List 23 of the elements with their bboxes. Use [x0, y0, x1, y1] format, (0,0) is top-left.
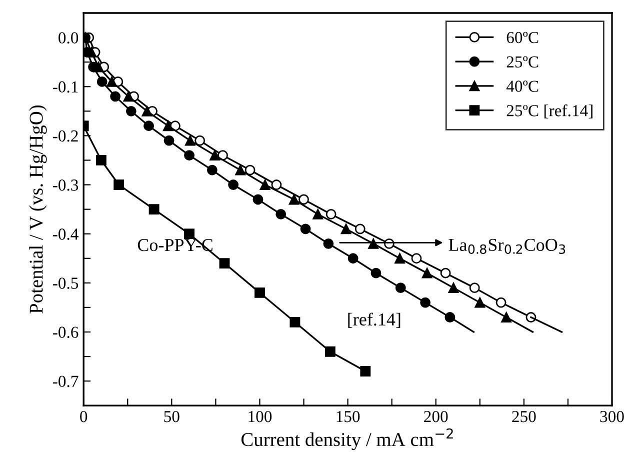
legend-label: 25ºC — [506, 56, 538, 68]
y-tick-label: -0.5 — [52, 278, 78, 289]
legend-label: 25ºC [ref.14] — [506, 104, 592, 118]
y-axis-title: Potential / V (vs. Hg/HgO) — [29, 105, 47, 314]
y-tick-label: 0.0 — [58, 32, 78, 44]
x-tick-label: 150 — [336, 410, 360, 422]
x-axis-title: Current density / mA cm$^{−2}$ — [241, 428, 453, 450]
legend-label: 60ºC — [506, 32, 538, 44]
y-tick-label: -0.4 — [52, 228, 78, 240]
legend-label: 40ºC — [506, 80, 538, 92]
y-tick-label: -0.6 — [52, 326, 78, 338]
x-tick-label: 100 — [248, 410, 272, 422]
x-tick-label: 300 — [600, 410, 624, 422]
annotation: [ref.14] — [348, 312, 400, 328]
x-tick-label: 0 — [80, 410, 88, 422]
x-tick-label: 250 — [512, 410, 536, 422]
y-tick-label: -0.2 — [52, 130, 78, 142]
annotation: La$_{0.8}$Sr$_{0.2}$CoO$_{3}$ — [448, 238, 566, 254]
y-tick-label: -0.7 — [52, 376, 78, 388]
y-tick-label: -0.1 — [52, 81, 78, 93]
x-tick-label: 50 — [164, 410, 180, 422]
y-tick-label: -0.3 — [52, 179, 78, 191]
x-tick-label: 200 — [424, 410, 448, 422]
